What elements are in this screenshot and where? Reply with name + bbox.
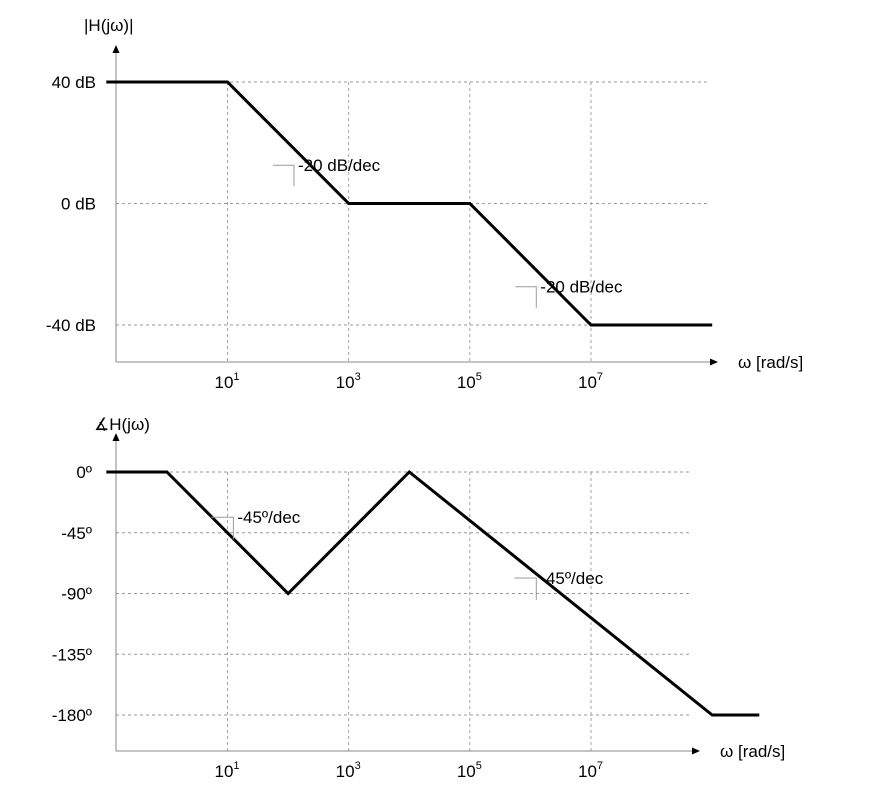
y-tick-label: 40 dB <box>52 73 96 92</box>
phase-plot: ∡H(jω) ω [rad/s] 0º -45º -90º -135º -180º 101 10… <box>52 415 785 781</box>
y-tick-label: 0º <box>76 463 92 482</box>
slope-annotation: -20 dB/dec <box>298 156 381 175</box>
y-tick-label: -135º <box>52 645 92 664</box>
slope-annotation: -45º/dec <box>540 569 603 588</box>
x-tick-label: 105 <box>457 371 482 392</box>
x-tick-label: 107 <box>578 760 603 781</box>
x-axis-arrow-icon <box>710 358 718 366</box>
y-axis-label: ∡H(jω) <box>94 415 150 434</box>
x-tick-label: 105 <box>457 760 482 781</box>
magnitude-plot: |H(jω)| ω [rad/s] 40 dB 0 dB -40 dB 101 103 105… <box>46 16 803 392</box>
y-axis-arrow-icon <box>112 45 120 53</box>
x-tick-label: 103 <box>336 371 361 392</box>
x-tick-label: 107 <box>578 371 603 392</box>
y-tick-label: -90º <box>61 585 92 604</box>
slope-annotation: -45º/dec <box>237 508 300 527</box>
asymptote-line-series-0 <box>106 80 713 327</box>
x-tick-label: 103 <box>336 760 361 781</box>
x-tick-label: 101 <box>215 760 240 781</box>
asymptote-line-series-0 <box>106 469 760 717</box>
y-axis-label: |H(jω)| <box>84 16 133 35</box>
y-tick-label: -180º <box>52 706 92 725</box>
y-tick-label: -40 dB <box>46 316 96 335</box>
x-tick-label: 101 <box>215 371 240 392</box>
slope-triangle <box>515 286 537 308</box>
slope-triangle <box>514 577 537 600</box>
x-axis-arrow-icon <box>692 747 700 755</box>
slope-annotation: -20 dB/dec <box>540 278 623 297</box>
y-axis-arrow-icon <box>112 433 120 441</box>
x-axis-label: ω [rad/s] <box>720 742 785 761</box>
x-axis-label: ω [rad/s] <box>738 353 803 372</box>
y-tick-label: -45º <box>61 524 92 543</box>
slope-triangle <box>272 164 295 187</box>
slope-triangle <box>211 516 234 540</box>
y-tick-label: 0 dB <box>61 195 96 214</box>
